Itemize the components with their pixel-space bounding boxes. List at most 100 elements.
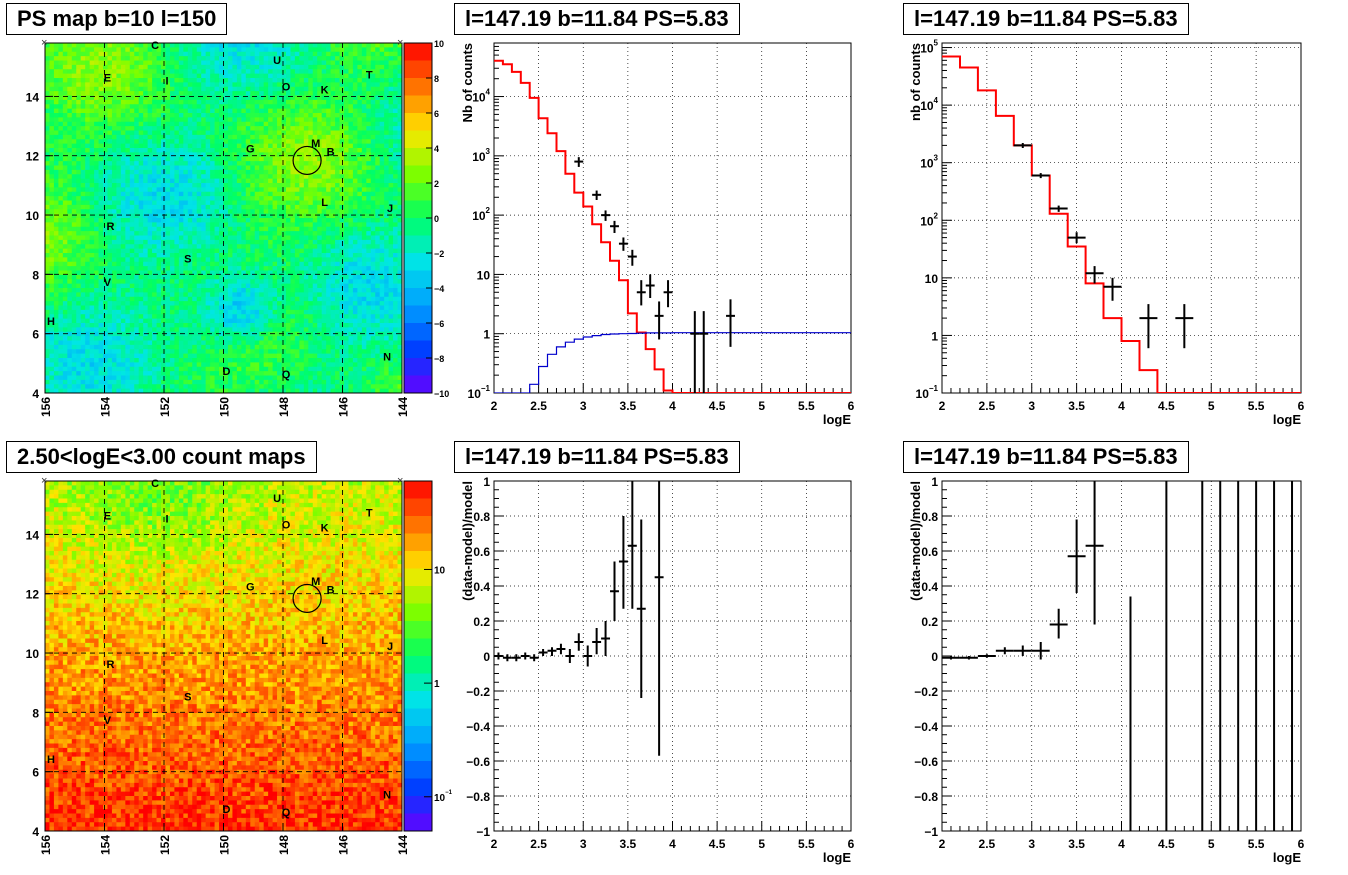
data-point	[529, 654, 539, 662]
x-tick-label: 150	[218, 397, 232, 417]
colorbar-segment	[404, 148, 432, 166]
colorbar-segment	[404, 218, 432, 236]
grid-lines	[45, 481, 402, 831]
y-tick-label: 0	[931, 650, 938, 664]
x-tick-label: 2.5	[979, 837, 996, 851]
colorbar-tick-label: 8	[434, 74, 439, 84]
data-point	[618, 237, 628, 251]
data-point	[565, 649, 575, 663]
x-tick-label: 154	[99, 397, 113, 417]
source-label-k: K	[321, 84, 329, 96]
x-tick-label: 144	[396, 397, 410, 417]
data-point	[959, 656, 978, 660]
x-tick-label: 4.5	[1158, 837, 1175, 851]
colorbar-segment	[404, 621, 432, 639]
colorbar-tick-label: 6	[434, 109, 439, 119]
data-point	[699, 311, 709, 393]
corner-mark: ×	[41, 37, 47, 49]
x-tick-label: 2.5	[530, 399, 547, 413]
data-point	[636, 280, 646, 306]
x-tick-label: 5	[1208, 837, 1215, 851]
colorbar-segment	[404, 270, 432, 289]
colorbar-segment	[404, 708, 432, 727]
colorbar-segment	[404, 235, 432, 254]
x-tick-label: 5	[758, 837, 765, 851]
x-tick-label: 4	[669, 837, 676, 851]
selected-source-circle	[292, 583, 322, 614]
colorbar-tick-label: −6	[434, 319, 444, 329]
x-tick-label: 3.5	[620, 837, 637, 851]
y-tick-label: 8	[32, 706, 39, 720]
y-tick-label: −0.6	[466, 755, 490, 769]
x-tick-label: 5.5	[798, 399, 815, 413]
colorbar-segment	[404, 568, 432, 587]
data-point	[618, 516, 628, 609]
colorbar-tick-label: −2	[434, 249, 444, 259]
colorbar-tick-label: −10	[434, 389, 449, 399]
source-label-u: U	[273, 55, 281, 67]
colorbar-segment	[404, 43, 432, 61]
x-tick-label: 152	[158, 835, 172, 855]
data-point	[511, 654, 521, 662]
x-axis-label: logE	[1273, 412, 1301, 427]
source-label-o: O	[282, 519, 291, 531]
x-tick-label: 150	[218, 835, 232, 855]
y-axis-label: (data-model)/model	[460, 481, 475, 601]
colorbar-segment	[404, 743, 432, 762]
y-axis-label: Nb of counts	[460, 43, 475, 122]
y-tick-label: −0.8	[466, 790, 490, 804]
x-tick-label: 156	[39, 835, 53, 855]
source-label-m: M	[311, 576, 320, 588]
y-tick-label: 0.6	[473, 545, 490, 559]
source-label-g: G	[246, 582, 255, 594]
x-tick-label: 3.5	[1068, 399, 1085, 413]
data-point	[601, 621, 611, 656]
data-point	[645, 274, 655, 299]
y-tick-label: 12	[26, 588, 40, 602]
data-point	[592, 628, 602, 655]
colorbar-segment	[404, 796, 432, 814]
colorbar: 10 1 10−1	[403, 480, 453, 832]
data-point	[663, 280, 673, 308]
colorbar-segment	[404, 726, 432, 744]
colorbar-segment	[404, 673, 432, 692]
data-point	[1085, 481, 1104, 625]
x-axis-label: logE	[823, 850, 851, 865]
y-tick-label: 0	[483, 650, 490, 664]
source-label-e: E	[104, 511, 111, 523]
x-axis-label: logE	[1273, 850, 1301, 865]
data-point	[690, 311, 700, 393]
y-tick-label: 0.4	[921, 580, 938, 594]
x-tick-label: 2.5	[530, 837, 547, 851]
y-tick-label: 0.8	[921, 510, 938, 524]
x-tick-label: 5.5	[1248, 399, 1265, 413]
y-tick-label: 14	[26, 528, 40, 542]
source-label-h: H	[47, 316, 55, 328]
y-tick-label: 4	[32, 387, 39, 401]
y-tick-label: −1	[924, 825, 938, 839]
panel-top-right: 2 2.5 3 3.5 4 4.5 5 5.5 6 10−1 1 10 102 103 104 105 logE…	[908, 39, 1305, 427]
x-tick-label: 5.5	[1248, 837, 1265, 851]
y-tick-label: −0.2	[466, 685, 490, 699]
data-point	[601, 210, 611, 221]
y-tick-label: 0.2	[473, 615, 490, 629]
title-residual: l=147.19 b=11.84 PS=5.83	[454, 441, 740, 473]
x-tick-label: 4	[669, 399, 676, 413]
plot-content	[942, 481, 1294, 831]
source-label-v: V	[104, 715, 112, 727]
y-tick-label: 0.2	[921, 615, 938, 629]
y-tick-label: 103	[920, 154, 938, 171]
y-tick-label: 10−1	[916, 384, 939, 401]
x-tick-label: 6	[1298, 399, 1305, 413]
plot-frame	[493, 42, 852, 394]
data-point	[1031, 173, 1050, 179]
x-tick-label: 154	[99, 835, 113, 855]
plot-frame	[493, 480, 852, 832]
data-point	[654, 481, 664, 756]
data-point	[636, 519, 646, 698]
y-tick-label: −0.6	[914, 755, 938, 769]
histogram-series-1	[494, 59, 851, 393]
x-tick-label: 4.5	[709, 399, 726, 413]
histogram-series-1	[942, 55, 1301, 393]
